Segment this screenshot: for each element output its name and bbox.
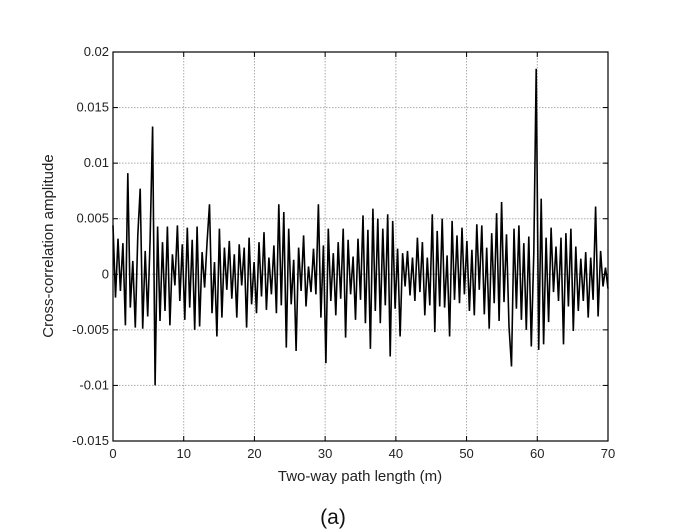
axis-ticks: 0 10 20 30 40 50 60 70 0.02 0.015 0.01 0.005 0 -0.005… <box>72 44 615 461</box>
y-tick-label: 0.02 <box>84 44 109 59</box>
x-tick-label: 70 <box>601 446 615 461</box>
y-axis-label: Cross-correlation amplitude <box>40 154 57 337</box>
y-tick-label: -0.01 <box>79 377 109 392</box>
x-tick-label: 30 <box>318 446 332 461</box>
figure-caption: (a) <box>320 506 346 529</box>
x-tick-label: 50 <box>459 446 473 461</box>
y-tick-label: -0.015 <box>72 433 109 448</box>
x-tick-label: 10 <box>176 446 190 461</box>
x-axis-label: Two-way path length (m) <box>278 468 442 485</box>
x-tick-label: 60 <box>530 446 544 461</box>
y-tick-label: -0.005 <box>72 322 109 337</box>
x-tick-label: 40 <box>389 446 403 461</box>
x-tick-label: 0 <box>109 446 116 461</box>
y-tick-label: 0.005 <box>76 211 109 226</box>
x-tick-label: 20 <box>247 446 261 461</box>
y-tick-label: 0.01 <box>84 155 109 170</box>
y-tick-label: 0 <box>102 266 109 281</box>
plot-frame <box>112 51 609 442</box>
y-tick-label: 0.015 <box>76 100 109 115</box>
series-line-cross-correlation <box>112 68 609 386</box>
